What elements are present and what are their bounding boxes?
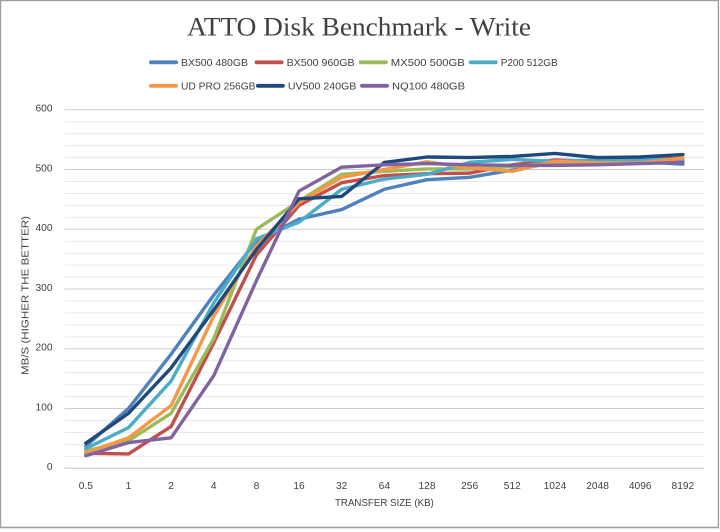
svg-text:4: 4: [211, 481, 217, 492]
svg-text:64: 64: [379, 481, 391, 492]
svg-text:1: 1: [126, 481, 132, 492]
svg-text:0.5: 0.5: [79, 481, 93, 492]
svg-text:NQ100 480GB: NQ100 480GB: [392, 81, 465, 92]
svg-text:2048: 2048: [586, 481, 609, 492]
svg-text:UD PRO 256GB: UD PRO 256GB: [181, 81, 256, 92]
svg-text:256: 256: [461, 481, 478, 492]
svg-text:512: 512: [504, 481, 521, 492]
svg-text:BX500 480GB: BX500 480GB: [181, 58, 248, 69]
svg-text:400: 400: [36, 223, 53, 234]
svg-text:BX500 960GB: BX500 960GB: [287, 58, 355, 69]
svg-text:TRANSFER SIZE (KB): TRANSFER SIZE (KB): [335, 498, 434, 509]
svg-text:MB/S (HIGHER THE BETTER): MB/S (HIGHER THE BETTER): [20, 216, 31, 375]
svg-text:MX500 500GB: MX500 500GB: [391, 58, 465, 69]
svg-text:P200 512GB: P200 512GB: [501, 58, 558, 69]
svg-text:16: 16: [293, 481, 305, 492]
svg-text:128: 128: [419, 481, 436, 492]
svg-text:UV500 240GB: UV500 240GB: [288, 81, 357, 92]
svg-text:300: 300: [36, 283, 53, 294]
svg-text:32: 32: [336, 481, 348, 492]
svg-text:100: 100: [36, 402, 53, 413]
svg-text:1024: 1024: [544, 481, 567, 492]
svg-text:8192: 8192: [672, 481, 695, 492]
svg-text:0: 0: [47, 462, 53, 473]
svg-text:600: 600: [36, 104, 53, 115]
svg-text:4096: 4096: [629, 481, 652, 492]
svg-text:200: 200: [36, 343, 53, 354]
svg-text:8: 8: [254, 481, 260, 492]
svg-text:500: 500: [36, 163, 53, 174]
svg-text:ATTO Disk Benchmark - Write: ATTO Disk Benchmark - Write: [187, 13, 531, 42]
svg-text:2: 2: [168, 481, 174, 492]
